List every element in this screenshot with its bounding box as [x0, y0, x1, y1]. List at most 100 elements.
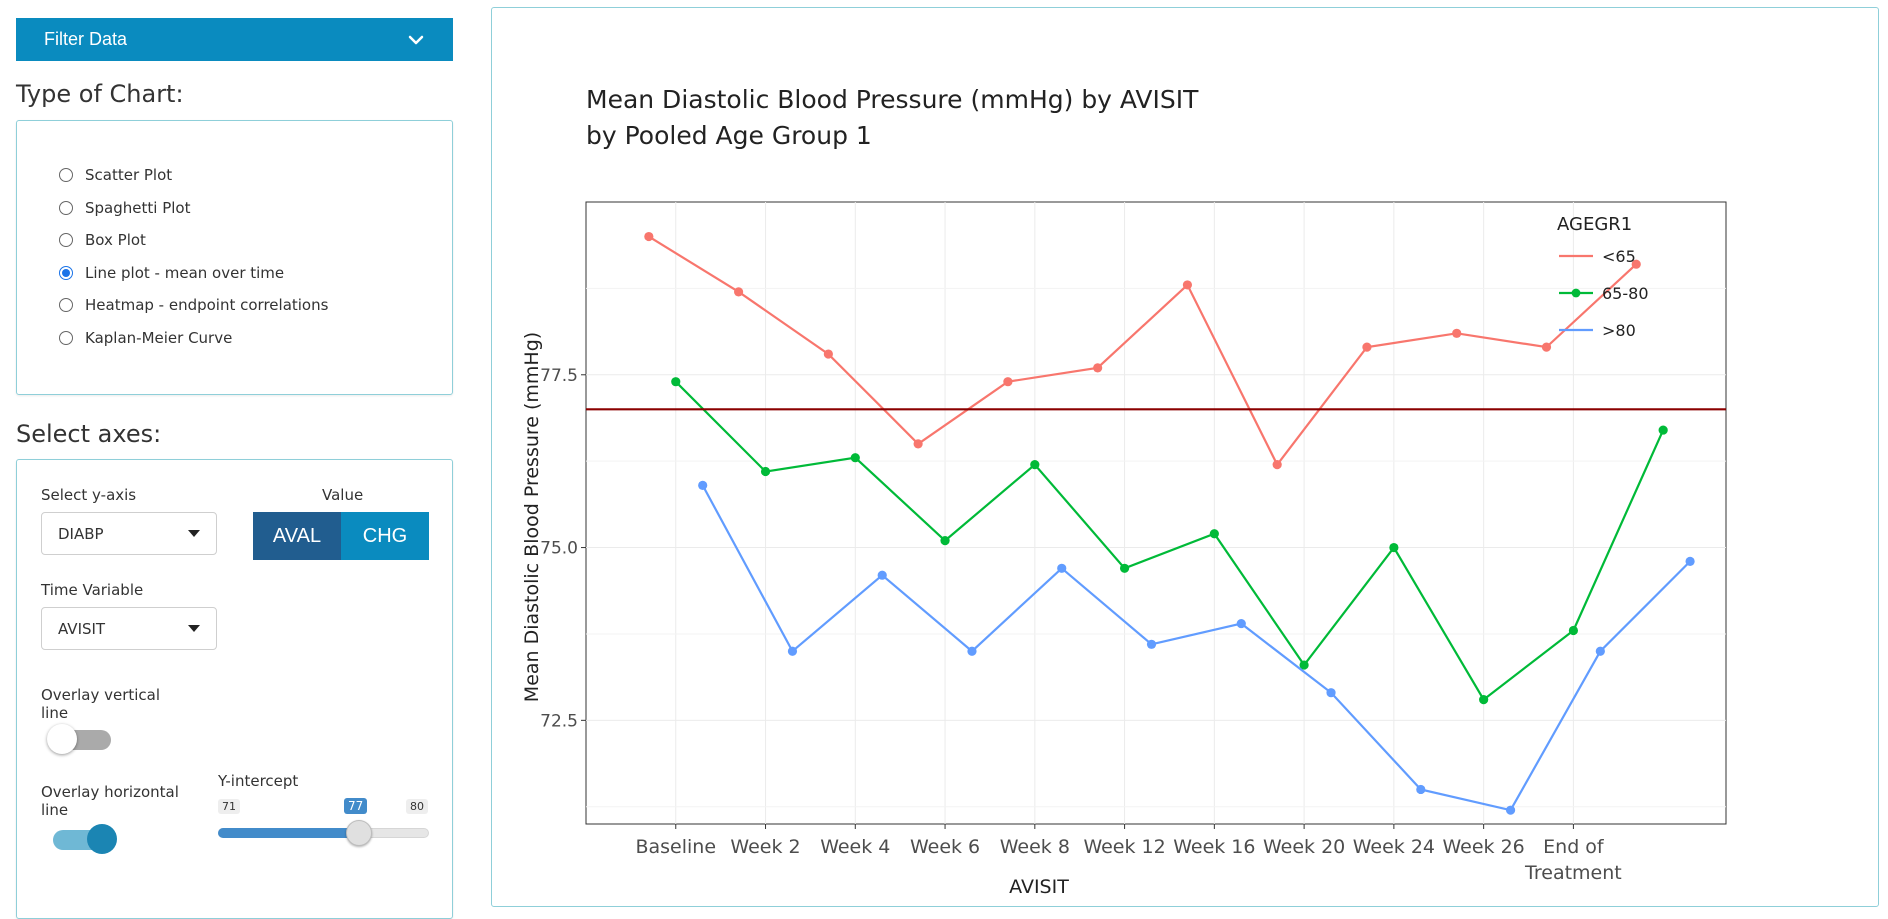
toggle-knob: [47, 724, 77, 754]
x-tick-label: Week 8: [1000, 836, 1070, 858]
y-tick-label: 75.0: [540, 539, 578, 559]
chevron-down-icon: [408, 35, 424, 44]
chart-type-option-label: Spaghetti Plot: [85, 198, 191, 217]
data-point: [1595, 646, 1605, 656]
data-point: [1452, 328, 1462, 338]
x-tick-label: Week 16: [1173, 836, 1255, 858]
data-point: [698, 480, 708, 490]
radio-button[interactable]: [59, 265, 73, 280]
chart-type-option-label: Kaplan-Meier Curve: [85, 328, 233, 347]
overlay-horizontal-toggle[interactable]: [53, 824, 117, 854]
chart-title: Mean Diastolic Blood Pressure (mmHg) by …: [586, 85, 1199, 114]
chart-type-option[interactable]: Spaghetti Plot: [41, 192, 428, 225]
chart-type-option-label: Line plot - mean over time: [85, 263, 285, 282]
series-line: [701, 484, 1691, 812]
chart-type-option[interactable]: Scatter Plot: [41, 159, 428, 192]
filter-data-toggle[interactable]: Filter Data: [16, 18, 453, 61]
radio-button[interactable]: [59, 200, 73, 215]
legend: AGEGR1 <65 65-80 >80: [1557, 214, 1649, 340]
radio-button[interactable]: [59, 233, 73, 248]
chart-subtitle: by Pooled Age Group 1: [586, 121, 872, 150]
data-point: [1479, 695, 1489, 705]
chart-type-option[interactable]: Line plot - mean over time: [41, 257, 428, 290]
data-point: [1326, 688, 1336, 698]
chart-type-option-label: Heatmap - endpoint correlations: [85, 296, 329, 315]
data-point: [644, 231, 654, 242]
chg-button[interactable]: CHG: [341, 512, 429, 560]
data-point: [1505, 805, 1516, 815]
time-variable-select-value: AVISIT: [58, 619, 106, 638]
x-tick-label: Week 20: [1263, 836, 1345, 858]
data-point: [1389, 542, 1399, 553]
chart-type-option-label: Scatter Plot: [85, 166, 173, 185]
toggle-knob: [87, 824, 117, 854]
x-tick-label: Week 12: [1083, 836, 1165, 858]
time-variable-select[interactable]: AVISIT: [41, 607, 217, 650]
chart-type-radio-group: Scatter Plot Spaghetti Plot Box Plot Line p…: [17, 121, 452, 354]
line-chart: Mean Diastolic Blood Pressure (mmHg) by …: [521, 85, 1727, 898]
radio-button[interactable]: [59, 330, 73, 345]
x-tick-label: Baseline: [635, 836, 716, 858]
data-point: [1030, 460, 1040, 470]
chart-type-option[interactable]: Kaplan-Meier Curve: [41, 322, 428, 355]
series-line: [674, 380, 1665, 702]
overlay-vertical-label: Overlay vertical line: [41, 686, 161, 722]
radio-button[interactable]: [59, 298, 73, 313]
time-variable-label: Time Variable: [41, 581, 144, 599]
data-point: [1093, 363, 1103, 373]
slider-fill: [218, 828, 359, 838]
data-point: [1057, 563, 1067, 573]
slider-min-label: 71: [218, 799, 240, 814]
y-axis-label: Select y-axis: [41, 486, 137, 504]
y-tick-label: 72.5: [540, 711, 578, 731]
x-tick-label: End of Treatment: [1524, 836, 1622, 884]
value-label: Value: [322, 486, 364, 504]
plot-area: 72.5 75.0 77.5 Baseline Week 2 Week 4 Week 6 We…: [540, 201, 1727, 884]
data-point: [1299, 660, 1309, 670]
chart-panel: Mean Diastolic Blood Pressure (mmHg) by …: [491, 7, 1879, 907]
data-point: [1416, 784, 1426, 795]
overlay-horizontal-label: Overlay horizontal line: [41, 783, 179, 819]
legend-label: 65-80: [1602, 284, 1649, 303]
data-point: [1541, 342, 1552, 352]
chart-type-option[interactable]: Heatmap - endpoint correlations: [41, 289, 428, 322]
data-point: [877, 570, 887, 580]
y-axis-select[interactable]: DIABP: [41, 512, 217, 555]
data-point: [1003, 377, 1013, 387]
data-point: [913, 439, 923, 449]
value-button-group: AVAL CHG: [253, 512, 429, 560]
legend-label: <65: [1602, 247, 1636, 266]
slider-handle[interactable]: [345, 820, 372, 846]
chart-type-option[interactable]: Box Plot: [41, 224, 428, 257]
aval-button[interactable]: AVAL: [253, 512, 341, 560]
data-point: [1362, 342, 1372, 352]
x-tick-label: Week 4: [820, 836, 890, 858]
chart-type-panel: Scatter Plot Spaghetti Plot Box Plot Line p…: [16, 120, 453, 395]
data-point: [1685, 556, 1695, 566]
axes-panel: Select y-axis DIABP Value AVAL CHG Time …: [16, 459, 453, 919]
data-point: [1119, 563, 1130, 573]
overlay-vertical-toggle[interactable]: [47, 724, 111, 754]
radio-button[interactable]: [59, 168, 73, 183]
chart-type-title: Type of Chart:: [16, 80, 184, 108]
caret-down-icon: [188, 625, 200, 632]
x-tick-label: Week 2: [730, 836, 800, 858]
filter-data-label: Filter Data: [44, 29, 128, 49]
series-line: [648, 235, 1637, 467]
data-point: [967, 646, 977, 656]
x-axis-title: AVISIT: [1009, 876, 1069, 898]
y-tick-label: 77.5: [540, 366, 578, 386]
data-point: [1272, 460, 1282, 470]
slider-max-label: 80: [406, 799, 428, 814]
y-axis-title: Mean Diastolic Blood Pressure (mmHg): [521, 332, 543, 702]
chart-type-option-label: Box Plot: [85, 231, 146, 250]
y-intercept-label: Y-intercept: [218, 772, 299, 790]
x-tick-label: Week 6: [910, 836, 980, 858]
data-point: [760, 466, 771, 477]
data-point: [850, 453, 860, 463]
data-point: [787, 646, 798, 656]
data-point: [1146, 639, 1157, 649]
data-point: [1182, 280, 1193, 290]
data-point: [940, 536, 950, 546]
data-point: [1658, 425, 1668, 435]
